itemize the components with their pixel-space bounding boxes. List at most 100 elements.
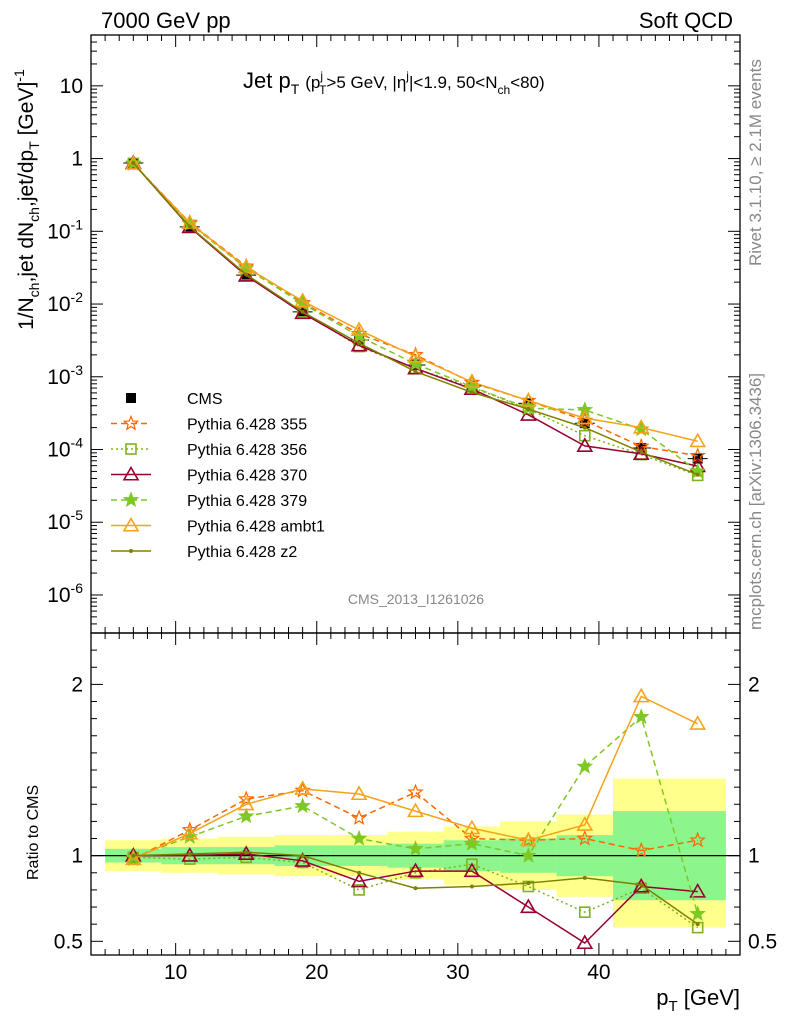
ratio-series-4	[124, 687, 707, 866]
ratio-line-2	[133, 853, 698, 944]
ratio-series-0-point-9	[632, 841, 650, 858]
y-axis-label-ratio: Ratio to CMS	[25, 785, 42, 880]
legend: CMS Pythia 6.428 355 Pythia 6.428 356 Pythi…	[111, 391, 325, 561]
ratio-series-5-point-5	[413, 886, 418, 891]
legend-item-6: Pythia 6.428 z2	[111, 544, 297, 561]
ytick-label-3: 10-2	[47, 289, 83, 316]
ytick-label-1: 1	[71, 148, 83, 171]
series-line-2	[132, 162, 698, 477]
ytick-label-6: 10-5	[47, 507, 83, 534]
series-5-point-4	[350, 321, 368, 337]
series-6-point-9	[639, 450, 644, 455]
ratio-series-3-point-8	[576, 757, 594, 774]
ratio-series-4-point-1	[181, 824, 199, 840]
ratio-series-0-point-7	[520, 831, 537, 848]
x-axis-label: pT [GeV]	[656, 985, 740, 1015]
series-line-1	[132, 163, 698, 457]
ratio-series-2-point-7	[519, 898, 537, 914]
ratio-series-5-point-2	[244, 850, 249, 855]
ratio-series-4-point-8	[576, 816, 594, 831]
ratio-series-4-point-9	[632, 687, 650, 703]
ratio-series-3-point-10	[689, 905, 706, 921]
ratio-panel: 0.5 0.5 1 1 2 2 10 20 30 40	[54, 632, 777, 984]
main-title: Jet pT (pj T>5 GeV, |ηj|<1.9, 50<Nch<80)	[243, 68, 545, 97]
ratio-series-5-point-4	[357, 870, 362, 875]
series-5-point-5	[407, 347, 424, 363]
ratio-series-3-point-2	[237, 807, 255, 824]
legend-marker-5	[122, 516, 140, 532]
ratio-series-4-point-2	[237, 795, 255, 811]
ratio-series-4-point-5	[407, 802, 424, 818]
ytick-label-4: 10-3	[47, 362, 83, 389]
ratio-series-3	[125, 708, 706, 921]
series-4-point-8	[576, 401, 594, 417]
ytick-label-7: 10-6	[47, 580, 83, 607]
legend-item-5: Pythia 6.428 ambt1	[111, 516, 325, 536]
series-6	[131, 160, 700, 477]
ratio-series-2-point-4	[350, 872, 368, 888]
legend-marker-0	[126, 393, 136, 403]
series-line-3	[132, 162, 698, 467]
ratio-series-1-point-6	[466, 858, 478, 871]
legend-item-2: Pythia 6.428 356	[111, 442, 307, 459]
legend-label-4: Pythia 6.428 379	[187, 493, 307, 510]
series-3-point-8	[576, 437, 594, 452]
ratio-series-2-point-6	[463, 862, 481, 878]
header-right: Soft QCD	[639, 8, 733, 33]
ratio-line-0	[132, 789, 698, 860]
series-6-point-6	[469, 390, 474, 395]
ratio-series-5-point-8	[582, 875, 587, 880]
ratio-ytick-label-2: 2	[71, 673, 83, 696]
ratio-series-4-point-4	[350, 785, 368, 801]
ratio-series-3-point-3	[294, 797, 311, 814]
legend-label-1: Pythia 6.428 355	[187, 417, 307, 434]
ratio-ytick-label-0: 0.5	[54, 930, 83, 953]
series-2-point-8	[579, 429, 591, 442]
series-5-point-10	[689, 432, 707, 448]
ratio-series-0-point-2	[237, 790, 255, 807]
watermark: CMS_2013_I1261026	[348, 591, 484, 607]
series-5-point-3	[294, 292, 312, 308]
legend-item-1: Pythia 6.428 355	[111, 414, 307, 434]
series-6-point-8	[582, 425, 587, 430]
legend-label-5: Pythia 6.428 ambt1	[187, 519, 325, 536]
ratio-series-0-point-5	[407, 783, 424, 800]
legend-label-3: Pythia 6.428 370	[187, 468, 307, 485]
rivet-side-text: Rivet 3.1.10, ≥ 2.1M events	[746, 59, 765, 266]
series-6-point-2	[244, 272, 249, 277]
series-line-5	[132, 163, 698, 442]
series-6-point-7	[526, 407, 531, 412]
ratio-series-1-point-8	[579, 906, 591, 918]
xtick-label-2: 30	[446, 961, 469, 984]
legend-item-0: CMS	[126, 391, 223, 408]
ratio-series-4-point-6	[463, 819, 481, 835]
ratio-series-3-point-5	[407, 840, 424, 856]
ytick-label-5: 10-4	[47, 435, 83, 462]
ratio-series-2-point-5	[407, 862, 424, 878]
ratio-series-2-point-9	[632, 877, 650, 893]
ratio-series-5-point-1	[187, 851, 192, 856]
series-5-point-8	[576, 409, 594, 425]
ratio-series-2-point-8	[576, 934, 594, 950]
ratio-series-3-point-7	[520, 847, 537, 863]
ratio-series-4-point-7	[519, 831, 537, 847]
ratio-series-5-point-0	[131, 853, 136, 858]
ratio-series-3-point-4	[350, 829, 368, 846]
ratio-series-4-point-10	[689, 715, 707, 730]
series-6-point-1	[187, 224, 192, 229]
ratio-series-2-point-10	[689, 883, 707, 898]
series-5-point-7	[519, 392, 537, 407]
series-5-point-0	[124, 155, 142, 170]
series-3-point-2	[237, 267, 255, 282]
ratio-line-4	[133, 695, 699, 860]
series-6-point-0	[131, 160, 136, 165]
ratio-series-5-point-3	[300, 853, 305, 858]
main-panel: Jet pT (pj T>5 GeV, |ηj|<1.9, 50<Nch<80) C…	[47, 34, 741, 634]
legend-marker-2	[125, 443, 137, 455]
header-left: 7000 GeV pp	[101, 8, 231, 33]
ratio-series-0-point-10	[689, 831, 706, 848]
legend-marker-4	[122, 491, 140, 508]
ytick-label-0: 10	[60, 75, 83, 98]
ratio-line-1	[133, 856, 699, 929]
